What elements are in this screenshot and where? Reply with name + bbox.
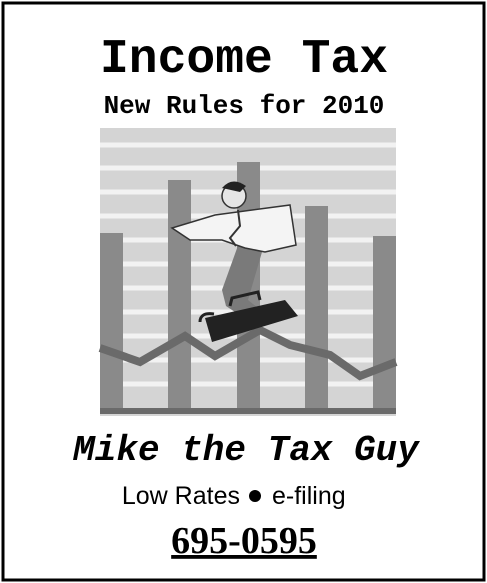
bullet bbox=[249, 490, 261, 502]
feature: e-filing bbox=[272, 482, 346, 510]
feature: Low Rates bbox=[122, 482, 240, 510]
title: Income Tax bbox=[100, 33, 388, 87]
subtitle: New Rules for 2010 bbox=[104, 91, 385, 121]
name: Mike the Tax Guy bbox=[72, 430, 420, 471]
phone: 695-0595 bbox=[171, 520, 317, 562]
illustration bbox=[98, 128, 398, 416]
